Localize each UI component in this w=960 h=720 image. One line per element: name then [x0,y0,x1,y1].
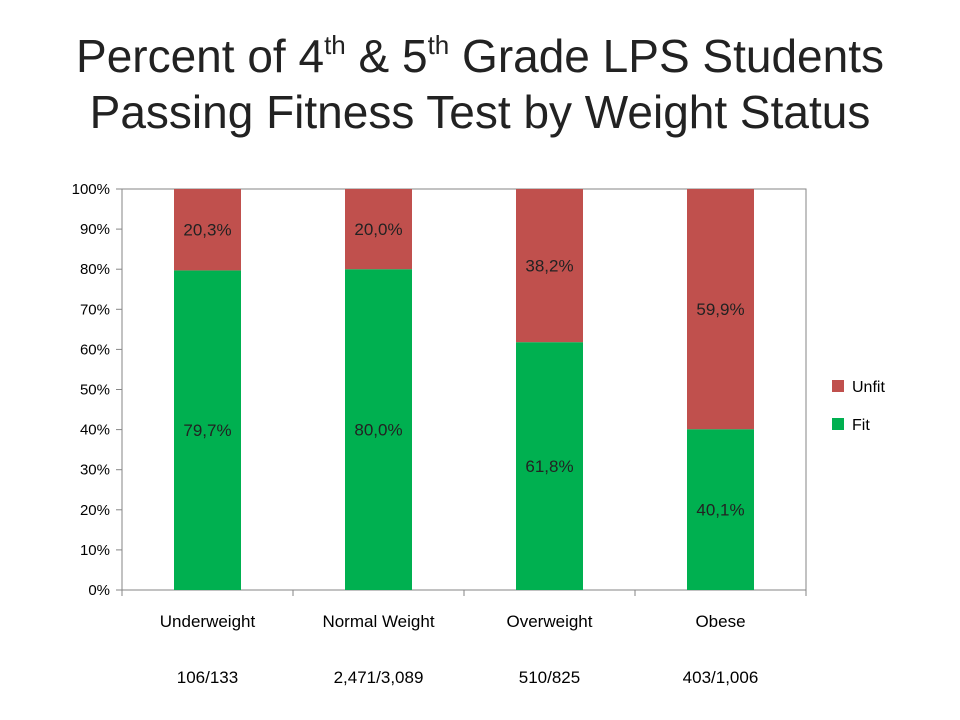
bar-fit [345,269,412,590]
category-label: Obese [695,612,745,631]
y-tick-label: 40% [80,422,110,439]
data-label: 20,0% [354,220,402,239]
data-label: 40,1% [696,501,744,520]
y-tick-label: 90% [80,221,110,238]
bar-fit [516,342,583,590]
y-tick-label: 80% [80,261,110,278]
data-label: 80,0% [354,421,402,440]
y-tick-label: 0% [88,582,110,599]
category-count: 2,471/3,089 [334,668,424,687]
data-label: 38,2% [525,257,573,276]
chart-title: Percent of 4th & 5th Grade LPS Students … [0,28,960,140]
bar-fit [687,429,754,590]
bar-fit [174,270,241,590]
y-tick-label: 60% [80,341,110,358]
category-count: 510/825 [519,668,580,687]
y-tick-label: 50% [80,382,110,399]
y-tick-label: 10% [80,542,110,559]
category-count: 403/1,006 [683,668,759,687]
data-label: 79,7% [183,421,231,440]
category-label: Underweight [160,612,256,631]
legend-swatch-unfit [832,380,844,392]
category-label: Overweight [507,612,593,631]
title-line2: Passing Fitness Test by Weight Status [89,86,871,138]
y-tick-label: 70% [80,301,110,318]
bar-unfit [687,189,754,430]
category-label: Normal Weight [322,612,434,631]
title-line1: Percent of 4th & 5th Grade LPS Students [76,30,884,82]
legend-label-fit: Fit [852,417,870,434]
y-tick-label: 20% [80,502,110,519]
bar-unfit [345,189,412,270]
data-label: 61,8% [525,457,573,476]
bar-unfit [516,189,583,343]
bar-unfit [174,189,241,271]
data-label: 20,3% [183,221,231,240]
legend-label-unfit: Unfit [852,379,885,396]
legend-swatch-fit [832,418,844,430]
data-label: 59,9% [696,300,744,319]
y-tick-label: 100% [72,181,110,198]
y-tick-label: 30% [80,462,110,479]
category-count: 106/133 [177,668,238,687]
